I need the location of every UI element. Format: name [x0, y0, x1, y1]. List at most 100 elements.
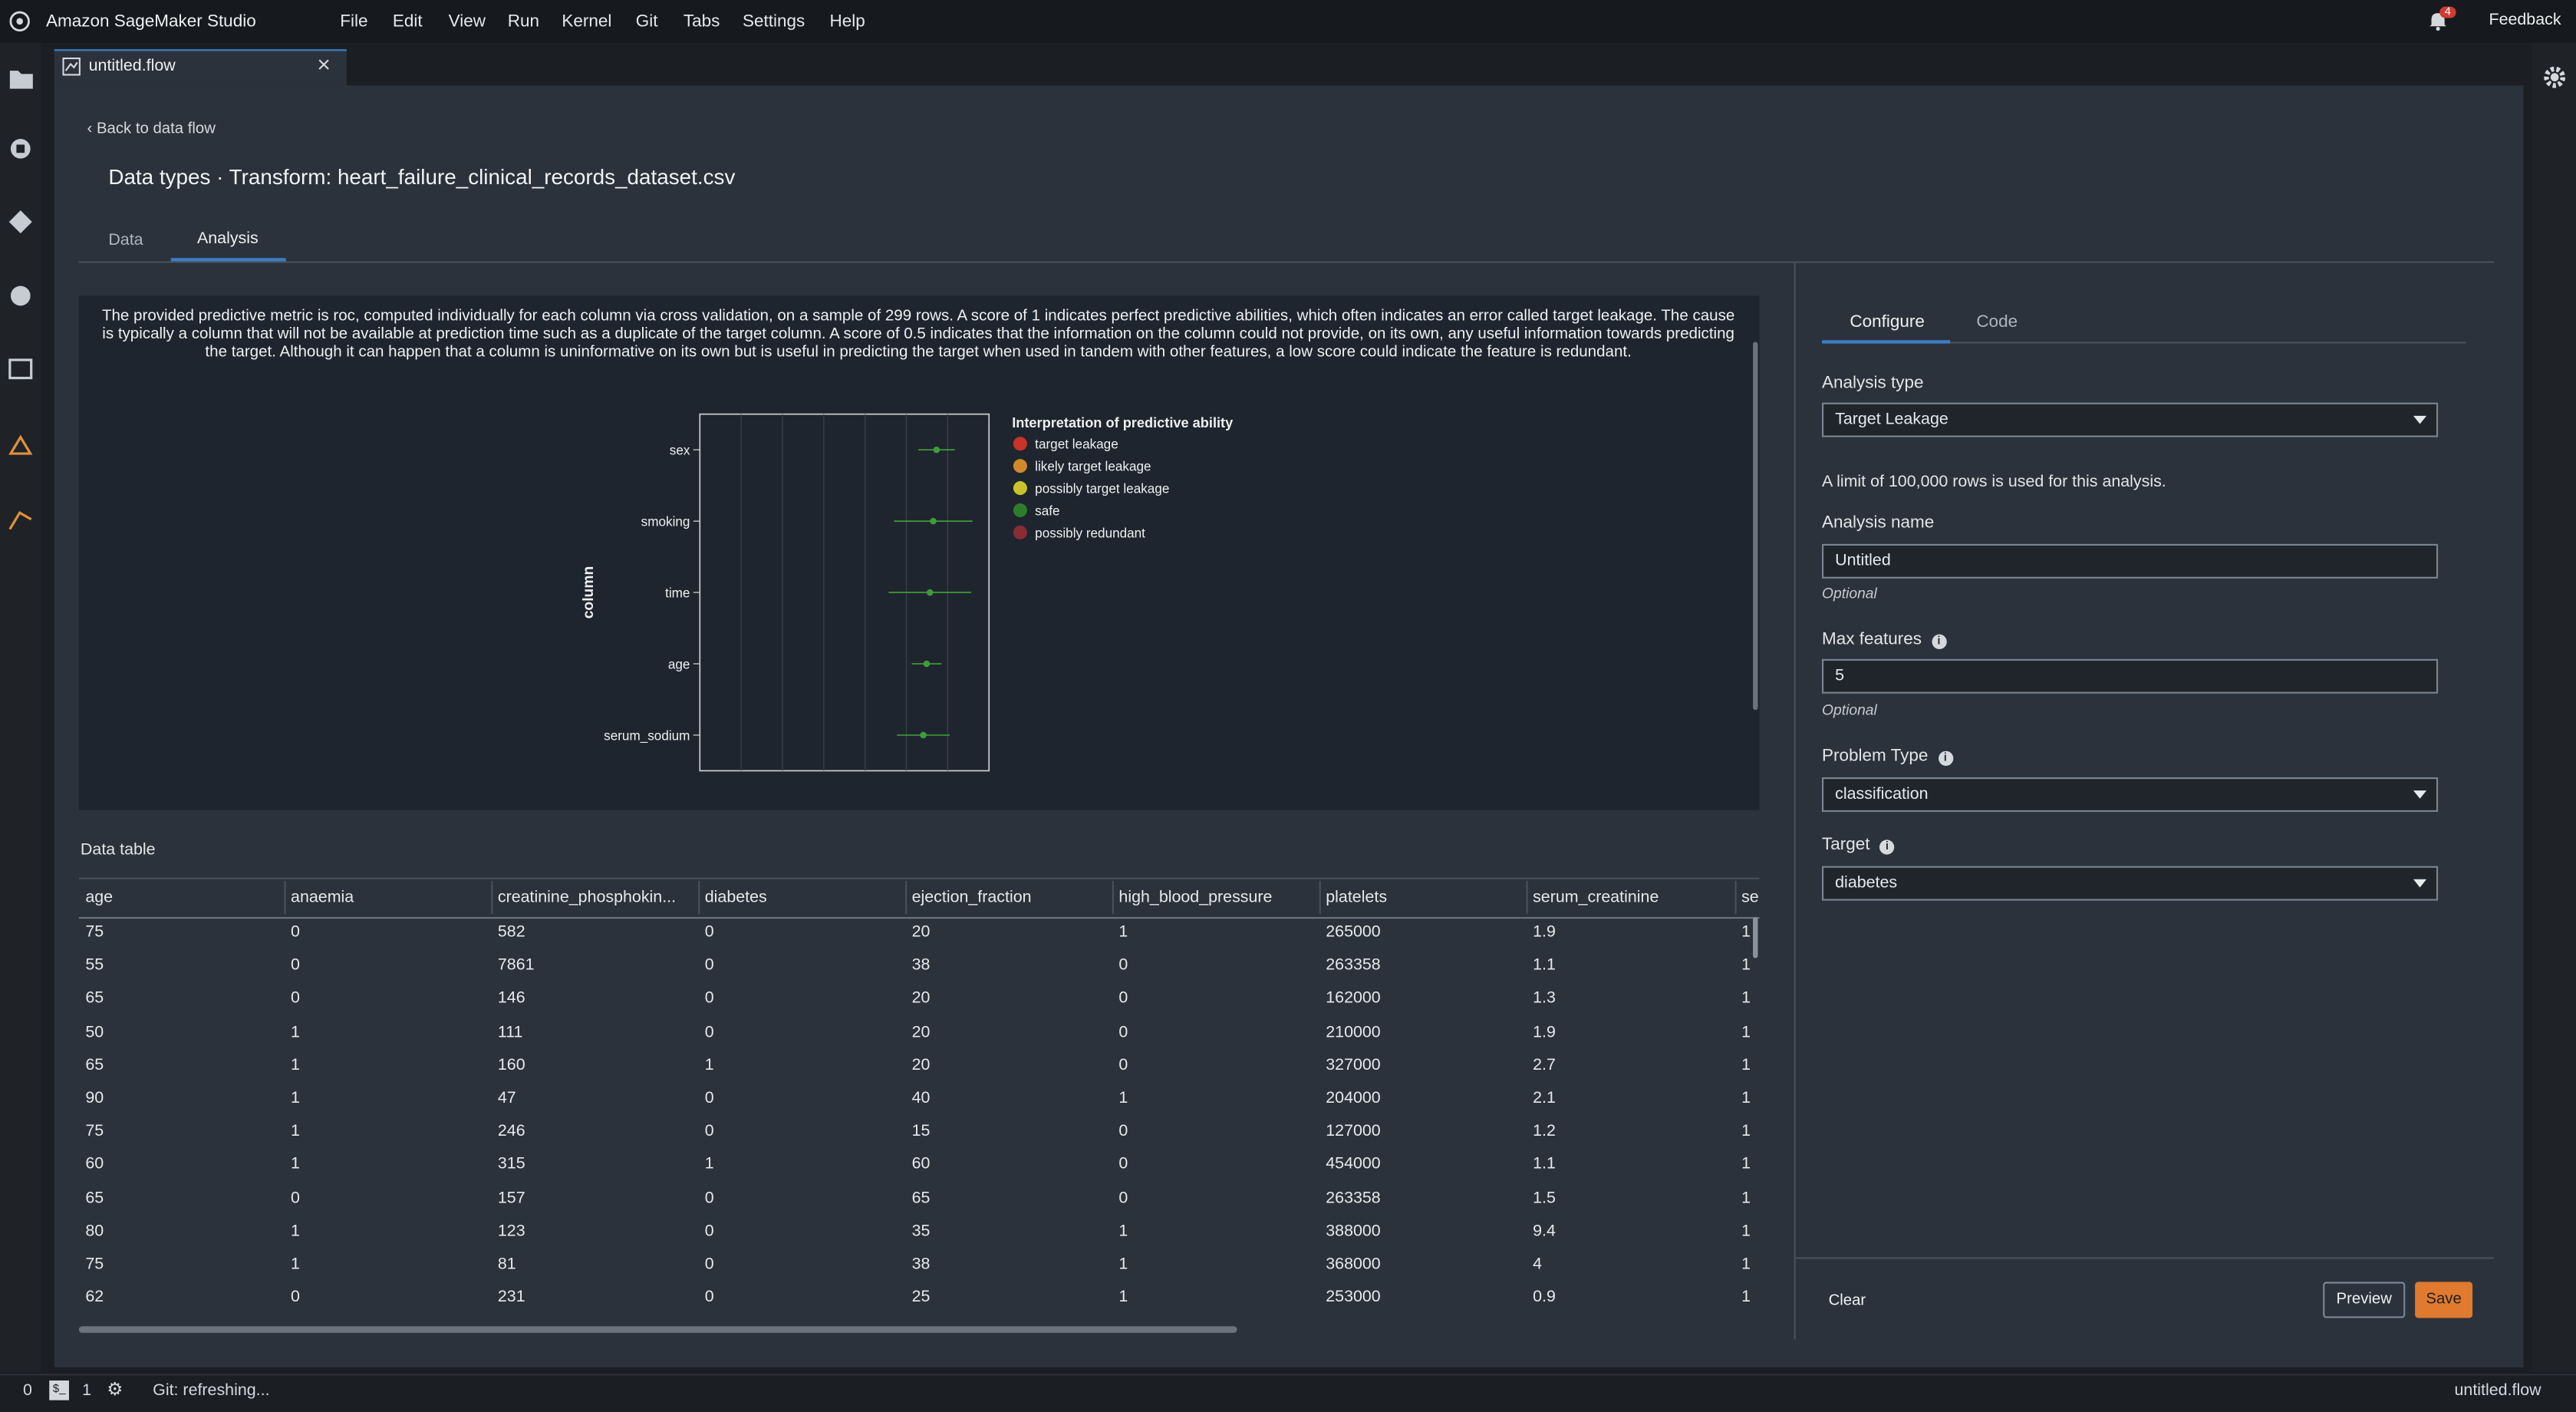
- preview-button[interactable]: Preview: [2323, 1282, 2406, 1318]
- column-divider: [284, 880, 286, 914]
- field-hint: Optional: [1822, 585, 1877, 602]
- menu-item[interactable]: Settings: [742, 11, 805, 31]
- table-cell: 62: [85, 1288, 104, 1307]
- terminal-icon[interactable]: $_: [49, 1380, 69, 1400]
- table-cell: 0: [1118, 1189, 1128, 1208]
- table-cell: 0: [704, 1123, 714, 1141]
- table-cell: 47: [497, 1089, 516, 1108]
- select-value[interactable]: diabetes: [1835, 874, 1898, 892]
- y-tick-label: time: [665, 585, 690, 600]
- table-cell: 9.4: [1533, 1222, 1556, 1241]
- table-cell: 1: [1118, 1222, 1128, 1241]
- column-divider: [1112, 880, 1114, 914]
- right-sidebar: [2532, 42, 2576, 1373]
- table-cell: 111: [497, 1023, 523, 1041]
- table-cell: 315: [497, 1156, 525, 1174]
- legend-swatch: [1013, 525, 1027, 539]
- table-cell: 162000: [1326, 990, 1381, 1008]
- table-cell: 368000: [1326, 1255, 1381, 1274]
- table-cell: 0: [1118, 1056, 1128, 1075]
- column-header: se: [1741, 889, 1759, 908]
- table-cell: 2.7: [1533, 1056, 1556, 1075]
- table-cell: 0: [704, 1023, 714, 1041]
- table-cell: 582: [497, 923, 525, 942]
- table-cell: 1: [1741, 1222, 1751, 1241]
- file-tab[interactable]: [54, 49, 347, 86]
- menu-item[interactable]: Kernel: [562, 11, 612, 31]
- table-cell: 1: [1118, 1255, 1128, 1274]
- table-cell: 1: [1741, 1189, 1751, 1208]
- table-cell: 1: [1118, 1288, 1128, 1307]
- field-label: Analysis name: [1822, 513, 1935, 533]
- menu-item[interactable]: Help: [829, 11, 865, 31]
- status-file: untitled.flow: [2454, 1382, 2541, 1400]
- select[interactable]: Target Leakage: [1822, 402, 2439, 437]
- table-cell: 0: [291, 923, 300, 942]
- menu-item[interactable]: File: [340, 11, 368, 31]
- table-cell: 0: [291, 990, 300, 1008]
- info-icon[interactable]: i: [1879, 840, 1895, 855]
- table-cell: 1: [1741, 1288, 1751, 1307]
- back-link[interactable]: ‹ Back to data flow: [87, 120, 216, 138]
- input-value[interactable]: 5: [1835, 667, 1845, 686]
- column-header: anaemia: [291, 889, 354, 908]
- menu-item[interactable]: View: [448, 11, 486, 31]
- menu-item[interactable]: Git: [635, 11, 658, 31]
- table-cell: 1: [1741, 1255, 1751, 1274]
- limit-note: A limit of 100,000 rows is used for this…: [1822, 473, 2166, 492]
- table-cell: 65: [85, 1189, 104, 1208]
- legend-label: possibly redundant: [1035, 525, 1145, 540]
- legend-label: safe: [1035, 503, 1059, 518]
- menu-item[interactable]: Tabs: [683, 11, 720, 31]
- config-tab-active[interactable]: Configure: [1850, 312, 1925, 332]
- sidebar-icons[interactable]: [0, 43, 41, 569]
- point: [926, 589, 934, 596]
- table-cell: 90: [85, 1089, 104, 1108]
- save-button[interactable]: Save: [2415, 1282, 2473, 1318]
- input-value[interactable]: Untitled: [1835, 552, 1891, 571]
- settings-icon[interactable]: [2543, 66, 2566, 89]
- table-cell: 65: [911, 1189, 931, 1208]
- menu-item[interactable]: Run: [507, 11, 540, 31]
- left-sidebar: [0, 42, 41, 1373]
- y-axis-label: column: [581, 566, 597, 619]
- tab[interactable]: Data: [108, 231, 143, 250]
- table-cell: 1: [1741, 990, 1751, 1008]
- back-link-text[interactable]: Back to data flow: [96, 120, 216, 138]
- table-cell: 0: [291, 956, 300, 975]
- tab-active[interactable]: Analysis: [196, 229, 259, 249]
- config-tab[interactable]: Code: [1976, 312, 2018, 332]
- select-value[interactable]: classification: [1835, 785, 1929, 804]
- column-divider: [905, 880, 908, 914]
- table-cell: 35: [911, 1222, 931, 1241]
- input[interactable]: Untitled: [1822, 543, 2439, 579]
- kernel-icon[interactable]: ⚙: [107, 1380, 124, 1400]
- file-tab-label[interactable]: untitled.flow: [88, 57, 176, 76]
- table-cell: 1: [1741, 956, 1751, 975]
- column-header: ejection_fraction: [911, 889, 1032, 908]
- table-cell: 1: [1118, 1089, 1128, 1108]
- close-tab[interactable]: ×: [317, 51, 331, 78]
- table-cell: 1.3: [1533, 990, 1556, 1008]
- table-cell: 1.2: [1533, 1123, 1556, 1141]
- app-title: Amazon SageMaker Studio: [45, 11, 256, 31]
- info-icon[interactable]: i: [1938, 751, 1953, 766]
- table-cell: 1.9: [1533, 1023, 1556, 1041]
- input[interactable]: 5: [1822, 658, 2439, 694]
- info-icon[interactable]: i: [1931, 634, 1947, 649]
- select[interactable]: diabetes: [1822, 866, 2439, 901]
- table-cell: 0: [704, 990, 714, 1008]
- table-cell: 1: [704, 1156, 714, 1174]
- table-cell: 75: [85, 1123, 104, 1141]
- logo: [9, 11, 30, 32]
- table-cell: 204000: [1326, 1089, 1381, 1108]
- menu-item[interactable]: Edit: [392, 11, 423, 31]
- clear-button[interactable]: Clear: [1828, 1292, 1866, 1310]
- select-value[interactable]: Target Leakage: [1835, 411, 1948, 429]
- table-cell: 0: [704, 923, 714, 942]
- feedback[interactable]: Feedback: [2489, 11, 2561, 30]
- y-tick-label: smoking: [641, 514, 690, 530]
- table-cell: 2.1: [1533, 1089, 1556, 1108]
- select[interactable]: classification: [1822, 777, 2439, 812]
- table-cell: 81: [497, 1255, 516, 1274]
